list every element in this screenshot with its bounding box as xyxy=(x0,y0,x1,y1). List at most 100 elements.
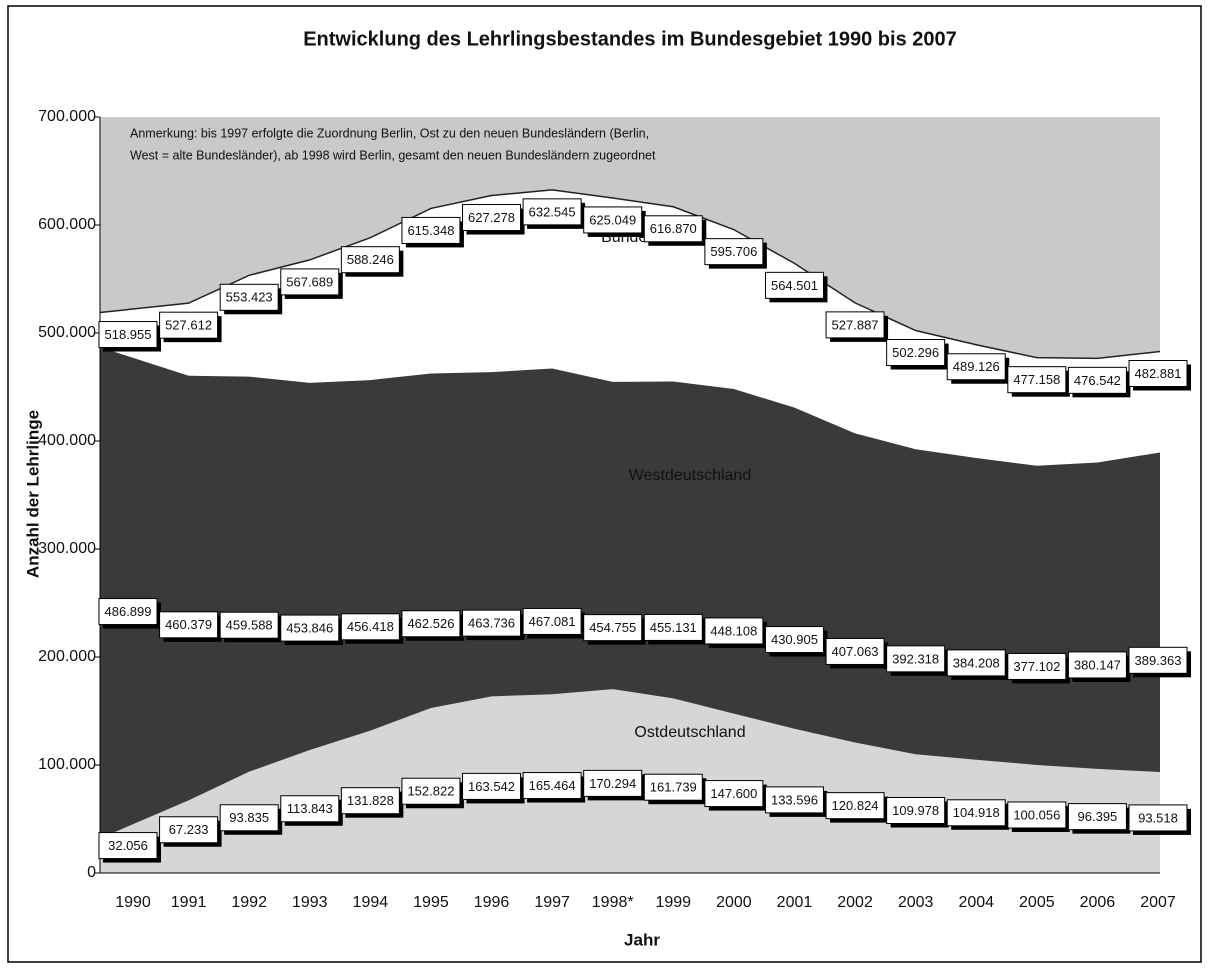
data-label: 170.294 xyxy=(589,776,636,791)
label-box xyxy=(462,772,522,800)
data-label: 518.955 xyxy=(105,327,152,342)
x-tick-label: 1996 xyxy=(474,894,510,911)
label-box xyxy=(462,609,522,637)
label-box xyxy=(159,816,219,844)
label-box xyxy=(643,215,703,243)
x-tick-label: 2000 xyxy=(716,894,752,911)
x-tick-label: 2004 xyxy=(958,894,994,911)
data-label: 392.318 xyxy=(892,651,939,666)
label-box xyxy=(886,339,946,367)
data-label: 615.348 xyxy=(407,223,454,238)
data-label: 67.233 xyxy=(169,822,209,837)
data-label: 625.049 xyxy=(589,212,636,227)
data-label: 453.846 xyxy=(286,621,333,636)
data-label: 632.545 xyxy=(529,204,576,219)
data-label: 477.158 xyxy=(1013,372,1060,387)
data-label: 460.379 xyxy=(165,617,212,632)
label-box xyxy=(764,786,824,814)
data-label: 567.689 xyxy=(286,274,333,289)
label-box xyxy=(98,832,158,860)
label-box xyxy=(1128,359,1188,387)
label-box xyxy=(401,777,461,805)
data-label: 133.596 xyxy=(771,792,818,807)
x-tick-label: 2003 xyxy=(898,894,934,911)
label-box xyxy=(1128,804,1188,832)
data-label: 161.739 xyxy=(650,780,697,795)
data-label: 109.978 xyxy=(892,803,939,818)
label-box xyxy=(946,799,1006,827)
data-label: 462.526 xyxy=(407,616,454,631)
label-box xyxy=(825,792,885,820)
data-label: 489.126 xyxy=(953,359,1000,374)
label-box xyxy=(522,772,582,800)
label-box xyxy=(219,804,279,832)
label-box xyxy=(98,598,158,626)
y-tick-label: 0 xyxy=(87,864,96,881)
y-tick-label: 100.000 xyxy=(38,756,96,773)
series-label: Ostdeutschland xyxy=(634,724,745,741)
label-box xyxy=(340,613,400,641)
label-box xyxy=(825,637,885,665)
data-label: 100.056 xyxy=(1013,807,1060,822)
annotation: West = alte Bundesländer), ab 1998 wird … xyxy=(130,148,656,162)
data-label: 152.822 xyxy=(407,784,454,799)
y-axis-label: Anzahl der Lehrlinge xyxy=(23,410,42,578)
label-box xyxy=(522,607,582,635)
y-tick-label: 400.000 xyxy=(38,432,96,449)
data-label: 455.131 xyxy=(650,620,697,635)
x-tick-label: 1992 xyxy=(231,894,267,911)
annotation: Anmerkung: bis 1997 erfolgte die Zuordnu… xyxy=(130,126,649,140)
data-label: 389.363 xyxy=(1135,653,1182,668)
label-box xyxy=(704,238,764,266)
data-label: 463.736 xyxy=(468,616,515,631)
data-label: 165.464 xyxy=(529,778,576,793)
label-box xyxy=(401,610,461,638)
data-label: 113.843 xyxy=(287,801,333,816)
data-label: 467.081 xyxy=(529,614,576,629)
label-box xyxy=(340,787,400,815)
label-box xyxy=(704,780,764,808)
label-box xyxy=(764,271,824,299)
label-box xyxy=(1067,803,1127,831)
data-label: 616.870 xyxy=(650,221,697,236)
data-label: 459.588 xyxy=(226,618,273,633)
data-label: 564.501 xyxy=(771,278,818,293)
data-label: 476.542 xyxy=(1074,373,1121,388)
data-label: 448.108 xyxy=(710,623,757,638)
x-tick-label: 1991 xyxy=(171,894,207,911)
y-tick-label: 200.000 xyxy=(38,648,96,665)
x-axis-label: Jahr xyxy=(624,930,660,949)
data-label: 456.418 xyxy=(347,619,394,634)
label-box xyxy=(462,204,522,232)
x-tick-label: 1994 xyxy=(353,894,389,911)
data-label: 502.296 xyxy=(892,345,939,360)
label-box xyxy=(583,614,643,642)
label-box xyxy=(643,773,703,801)
x-tick-label: 1998* xyxy=(592,894,634,911)
x-tick-label: 2001 xyxy=(777,894,813,911)
y-tick-label: 500.000 xyxy=(38,324,96,341)
data-label: 93.835 xyxy=(229,810,269,825)
label-box xyxy=(280,795,340,823)
data-label: 380.147 xyxy=(1074,657,1121,672)
label-box xyxy=(886,797,946,825)
label-box xyxy=(583,769,643,797)
data-label: 482.881 xyxy=(1135,366,1182,381)
data-label: 627.278 xyxy=(468,210,515,225)
label-box xyxy=(643,613,703,641)
label-box xyxy=(1007,652,1067,680)
y-tick-label: 300.000 xyxy=(38,540,96,557)
label-box xyxy=(280,268,340,296)
chart-title: Entwicklung des Lehrlingsbestandes im Bu… xyxy=(303,28,957,50)
data-label: 595.706 xyxy=(710,244,757,259)
label-box xyxy=(159,611,219,639)
label-box xyxy=(280,614,340,642)
data-label: 553.423 xyxy=(226,290,273,305)
x-tick-label: 1999 xyxy=(655,894,691,911)
data-label: 430.905 xyxy=(771,632,818,647)
data-label: 147.600 xyxy=(710,786,757,801)
series-label: Westdeutschland xyxy=(629,467,751,484)
label-box xyxy=(583,206,643,234)
label-box xyxy=(219,283,279,311)
